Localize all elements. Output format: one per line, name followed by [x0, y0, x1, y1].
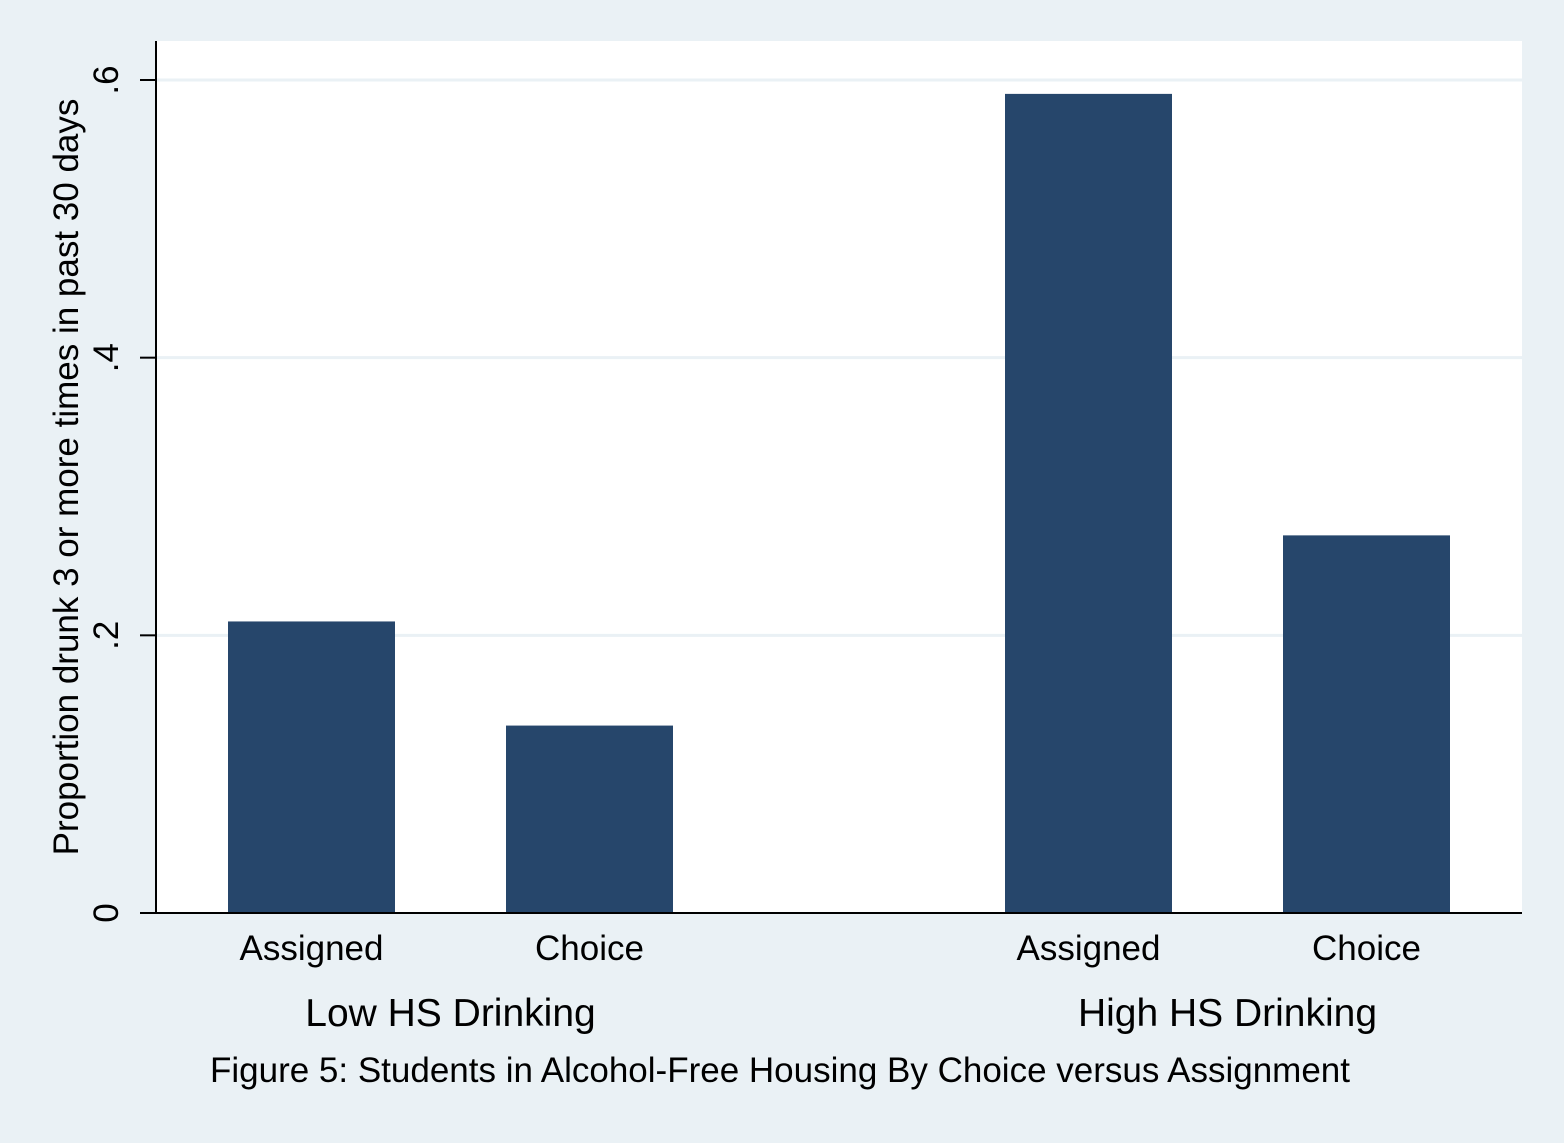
- group-label: High HS Drinking: [1078, 992, 1377, 1035]
- y-tick-label: .2: [87, 621, 126, 650]
- bar: [1283, 535, 1450, 913]
- y-tick-label: 0: [87, 903, 126, 922]
- bar: [506, 725, 673, 913]
- axes: [155, 41, 1522, 914]
- x-tick-label: Choice: [535, 929, 644, 968]
- bar: [1005, 93, 1172, 914]
- bars: [228, 93, 1450, 914]
- x-tick-label: Choice: [1312, 929, 1421, 968]
- x-tick-label: Assigned: [1017, 929, 1161, 968]
- group-label: Low HS Drinking: [305, 992, 595, 1035]
- x-tick-label: Assigned: [240, 929, 384, 968]
- figure-caption: Figure 5: Students in Alcohol-Free Housi…: [210, 1051, 1350, 1090]
- group-labels: Low HS Drinking High HS Drinking: [305, 992, 1377, 1035]
- bar: [228, 621, 395, 913]
- y-axis-label: Proportion drunk 3 or more times in past…: [47, 99, 86, 856]
- y-tick-label: .4: [87, 343, 126, 372]
- x-tick-labels: Assigned Choice Assigned Choice: [240, 929, 1421, 968]
- y-tick-label: .6: [87, 65, 126, 94]
- y-ticks: 0 .2 .4 .6: [87, 65, 156, 923]
